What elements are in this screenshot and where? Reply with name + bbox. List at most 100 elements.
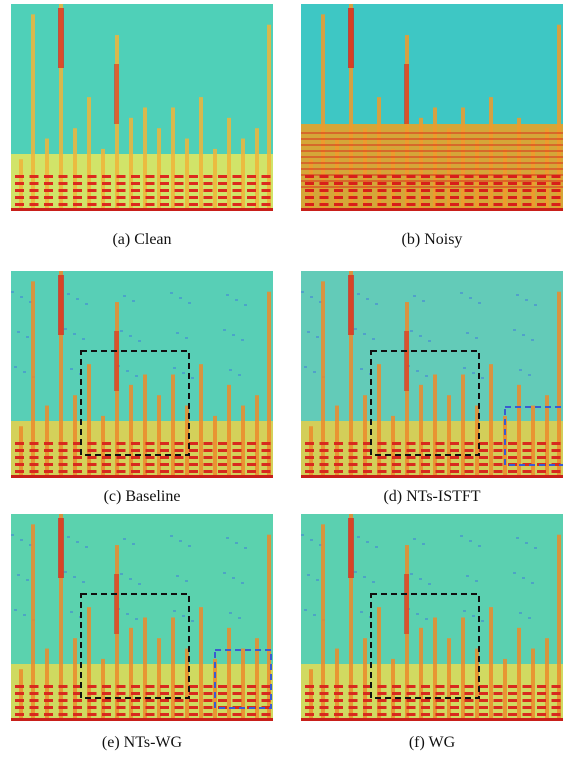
noise-speck bbox=[138, 583, 141, 585]
harmonic-line bbox=[348, 203, 358, 206]
energy-streak bbox=[87, 97, 91, 211]
harmonic-line bbox=[145, 196, 155, 199]
harmonic-line bbox=[392, 456, 401, 459]
noise-harmonic bbox=[301, 174, 563, 176]
noise-speck bbox=[534, 547, 537, 549]
noise-speck bbox=[522, 577, 525, 579]
noise-speck bbox=[26, 579, 29, 581]
harmonic-line bbox=[29, 189, 39, 192]
harmonic-line bbox=[232, 175, 242, 178]
harmonic-line bbox=[421, 456, 430, 459]
energy-streak bbox=[267, 291, 271, 478]
harmonic-line bbox=[537, 706, 546, 709]
energy-streak bbox=[321, 14, 325, 211]
harmonic-line bbox=[334, 699, 343, 702]
harmonic-line bbox=[58, 699, 68, 702]
noise-speck bbox=[478, 545, 481, 547]
harmonic-line bbox=[15, 189, 24, 192]
harmonic-line bbox=[232, 442, 242, 445]
harmonic-line bbox=[116, 456, 126, 459]
noise-speck bbox=[478, 302, 481, 304]
harmonic-line bbox=[522, 463, 532, 466]
harmonic-line bbox=[44, 175, 53, 178]
harmonic-line bbox=[377, 463, 387, 466]
harmonic-line bbox=[479, 203, 488, 206]
energy-streak bbox=[31, 14, 35, 211]
harmonic-line bbox=[508, 203, 517, 206]
harmonic-line bbox=[450, 699, 459, 702]
harmonic-line bbox=[406, 196, 416, 199]
harmonic-line bbox=[131, 713, 140, 716]
harmonic-line bbox=[522, 203, 532, 206]
formant-burst bbox=[404, 64, 409, 124]
spectrogram-nts-wg bbox=[11, 514, 273, 721]
harmonic-line bbox=[421, 699, 430, 702]
harmonic-line bbox=[305, 692, 314, 695]
harmonic-line bbox=[232, 463, 242, 466]
harmonic-line bbox=[15, 706, 24, 709]
formant-burst bbox=[58, 275, 64, 335]
energy-streak bbox=[213, 658, 217, 721]
harmonic-line bbox=[160, 175, 169, 178]
energy-streak bbox=[227, 627, 231, 721]
harmonic-line bbox=[522, 699, 532, 702]
energy-streak bbox=[377, 97, 381, 211]
noise-speck bbox=[366, 541, 369, 543]
noise-speck bbox=[64, 571, 67, 573]
noise-speck bbox=[463, 367, 466, 369]
energy-streak bbox=[157, 638, 161, 721]
noise-speck bbox=[20, 296, 23, 298]
harmonic-line bbox=[174, 706, 184, 709]
harmonic-line bbox=[58, 189, 68, 192]
harmonic-line bbox=[348, 463, 358, 466]
harmonic-line bbox=[508, 713, 517, 716]
harmonic-line bbox=[508, 442, 517, 445]
harmonic-line bbox=[522, 196, 532, 199]
harmonic-line bbox=[551, 182, 561, 185]
harmonic-line bbox=[508, 692, 517, 695]
noise-harmonic bbox=[301, 162, 563, 164]
harmonic-line bbox=[87, 463, 97, 466]
harmonic-line bbox=[377, 685, 387, 688]
noise-speck bbox=[23, 614, 26, 616]
energy-streak bbox=[267, 534, 271, 721]
noise-speck bbox=[188, 545, 191, 547]
harmonic-line bbox=[203, 470, 213, 473]
harmonic-line bbox=[363, 706, 372, 709]
energy-streak bbox=[503, 148, 507, 211]
noise-speck bbox=[29, 301, 32, 303]
noise-speck bbox=[375, 546, 378, 548]
harmonic-line bbox=[15, 203, 24, 206]
noise-speck bbox=[516, 294, 519, 296]
harmonic-line bbox=[232, 203, 242, 206]
harmonic-line bbox=[537, 699, 546, 702]
harmonic-line bbox=[348, 713, 358, 716]
formant-burst bbox=[114, 64, 119, 124]
harmonic-line bbox=[160, 692, 169, 695]
harmonic-line bbox=[305, 449, 314, 452]
energy-streak bbox=[447, 638, 451, 721]
noise-speck bbox=[319, 301, 322, 303]
noise-speck bbox=[410, 330, 413, 332]
energy-streak bbox=[129, 384, 133, 478]
noise-speck bbox=[513, 329, 516, 331]
harmonic-line bbox=[247, 442, 256, 445]
harmonic-line bbox=[87, 699, 97, 702]
harmonic-line bbox=[551, 196, 561, 199]
noise-speck bbox=[70, 611, 73, 613]
harmonic-line bbox=[102, 685, 111, 688]
harmonic-line bbox=[551, 692, 561, 695]
energy-streak bbox=[391, 415, 395, 478]
harmonic-line bbox=[218, 203, 227, 206]
harmonic-line bbox=[421, 189, 430, 192]
harmonic-line bbox=[15, 692, 24, 695]
spectrogram-nts-wg-plot bbox=[11, 514, 273, 721]
harmonic-line bbox=[145, 463, 155, 466]
harmonic-line bbox=[464, 442, 474, 445]
energy-streak bbox=[101, 415, 105, 478]
harmonic-line bbox=[522, 456, 532, 459]
noise-speck bbox=[416, 370, 419, 372]
harmonic-line bbox=[348, 706, 358, 709]
harmonic-line bbox=[174, 470, 184, 473]
harmonic-line bbox=[218, 699, 227, 702]
